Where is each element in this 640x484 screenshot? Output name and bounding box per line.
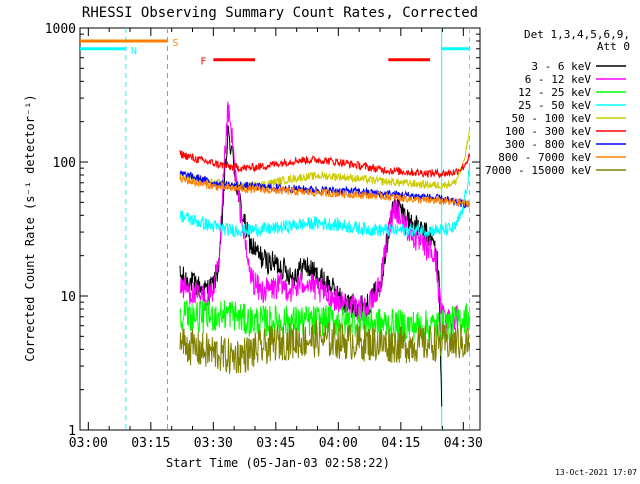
x-tick-label: 04:15 xyxy=(381,436,420,451)
legend-header-line: Det 1,3,4,5,6,9, xyxy=(524,28,630,41)
x-tick-label: 03:15 xyxy=(131,436,170,451)
legend-entry-label: 6 - 12 keV xyxy=(525,73,592,86)
x-axis-label: Start Time (05-Jan-03 02:58:22) xyxy=(166,456,390,470)
y-tick-label: 1000 xyxy=(45,22,76,37)
chart-title: RHESSI Observing Summary Count Rates, Co… xyxy=(82,5,478,21)
status-bar-label-F: F xyxy=(200,57,206,68)
series-line-6 xyxy=(179,170,470,209)
series-line-7 xyxy=(179,174,471,208)
x-tick-label: 03:00 xyxy=(69,436,108,451)
legend-entry-label: 300 - 800 keV xyxy=(505,138,591,151)
axes-frame xyxy=(79,27,481,431)
x-tick-label: 03:45 xyxy=(256,436,295,451)
legend-entry-label: 100 - 300 keV xyxy=(505,125,591,138)
legend-entry-label: 7000 - 15000 keV xyxy=(485,164,591,177)
x-tick-label: 04:00 xyxy=(319,436,358,451)
legend-header-line: Att 0 xyxy=(597,40,630,53)
footer-timestamp: 13-Oct-2021 17:07 xyxy=(555,468,637,477)
y-axis-label: Corrected Count Rate (s⁻¹ detector⁻¹) xyxy=(23,94,37,361)
series-line-8 xyxy=(179,320,471,374)
series-line-3 xyxy=(179,168,471,239)
x-tick-label: 03:30 xyxy=(194,436,233,451)
y-tick-label: 100 xyxy=(53,156,76,171)
plot-area: 1 10 100 1000 03:00 03:15 03:30 03:45 04:00 04:15… xyxy=(45,22,483,451)
legend-entry-label: 12 - 25 keV xyxy=(518,86,591,99)
legend-entry-label: 50 - 100 keV xyxy=(512,112,592,125)
legend-entry-label: 3 - 6 keV xyxy=(531,60,591,73)
y-tick-label: 1 xyxy=(68,424,76,439)
x-tick-label: 04:30 xyxy=(444,436,483,451)
status-bar-label-N: N xyxy=(131,46,137,57)
legend-entry-label: 800 - 7000 keV xyxy=(498,151,591,164)
y-tick-label: 10 xyxy=(60,290,76,305)
status-bar-label-S: S xyxy=(173,38,179,49)
legend-entry-label: 25 - 50 keV xyxy=(518,99,591,112)
series-line-5 xyxy=(179,149,471,179)
